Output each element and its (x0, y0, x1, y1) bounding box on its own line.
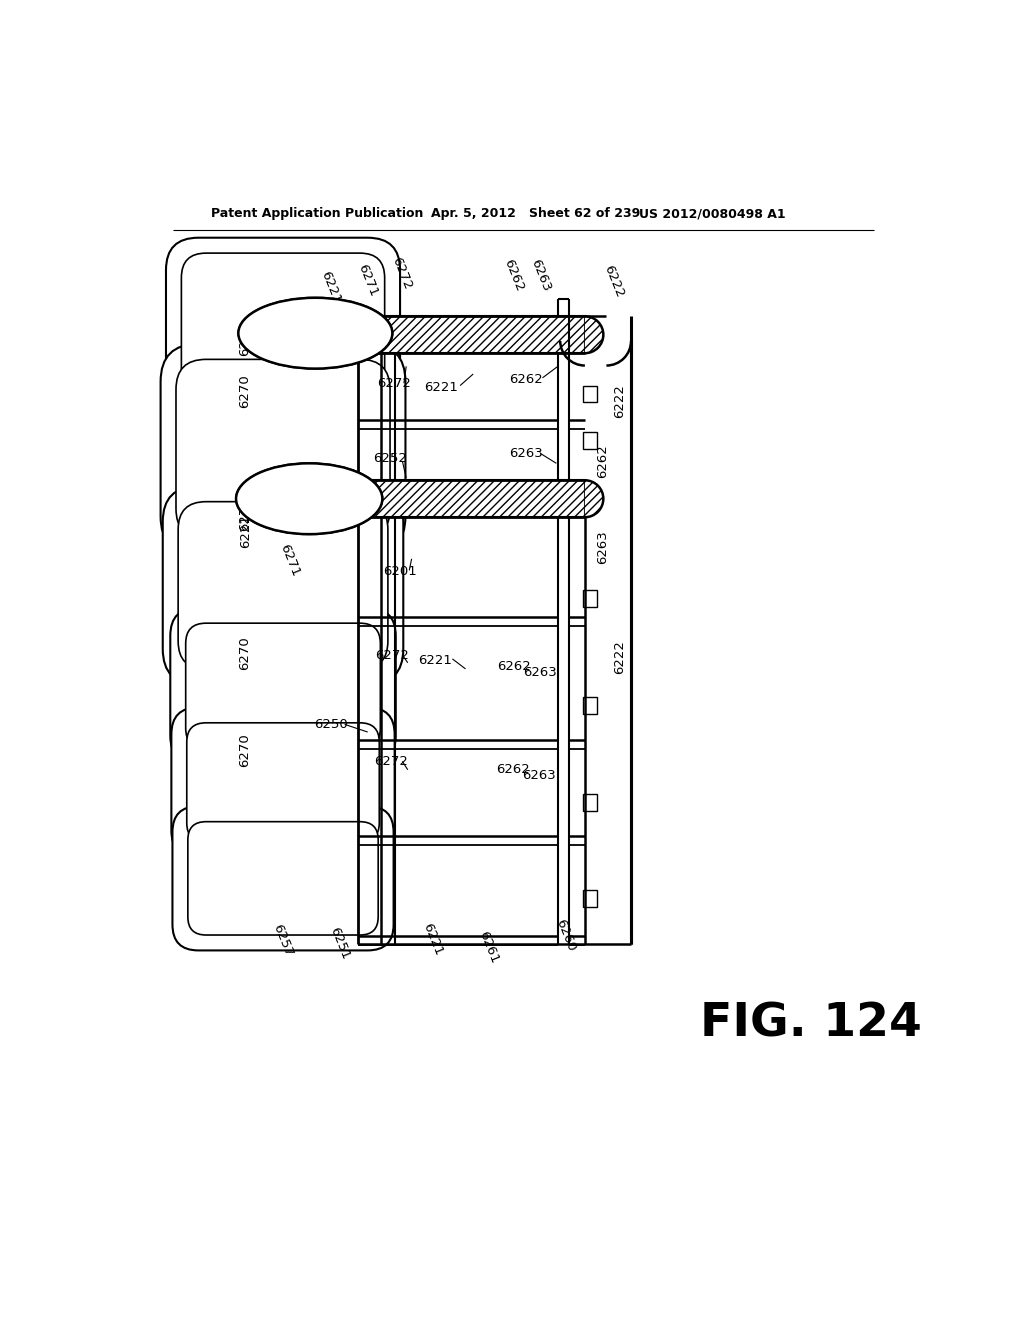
Wedge shape (585, 480, 603, 517)
Text: 6263: 6263 (510, 446, 543, 459)
FancyBboxPatch shape (171, 708, 394, 858)
FancyBboxPatch shape (161, 345, 406, 554)
Bar (584, 890, 597, 907)
Text: 6270: 6270 (238, 374, 251, 408)
Text: 6270: 6270 (238, 322, 251, 356)
Text: 6261: 6261 (476, 929, 501, 965)
Text: 6270: 6270 (238, 498, 251, 531)
Text: 6222: 6222 (613, 640, 626, 675)
Text: 6262: 6262 (509, 372, 543, 385)
Text: 6222: 6222 (613, 384, 626, 418)
Text: 6263: 6263 (523, 667, 557, 680)
Text: 6262: 6262 (502, 257, 526, 293)
Bar (357, 480, 585, 517)
FancyBboxPatch shape (172, 807, 393, 950)
Text: US 2012/0080498 A1: US 2012/0080498 A1 (639, 207, 785, 220)
Text: 6221: 6221 (424, 381, 458, 395)
Text: 6270: 6270 (238, 636, 251, 669)
Bar (357, 317, 585, 354)
Text: 6250: 6250 (314, 718, 347, 731)
Text: 6263: 6263 (528, 257, 553, 293)
Text: Apr. 5, 2012   Sheet 62 of 239: Apr. 5, 2012 Sheet 62 of 239 (431, 207, 640, 220)
Wedge shape (585, 317, 603, 354)
FancyBboxPatch shape (187, 821, 378, 935)
Bar (357, 480, 585, 517)
Text: 6272: 6272 (376, 648, 410, 661)
FancyBboxPatch shape (181, 253, 385, 403)
Bar (584, 432, 597, 449)
Text: 6201: 6201 (383, 565, 417, 578)
FancyBboxPatch shape (176, 359, 390, 539)
FancyBboxPatch shape (163, 486, 403, 685)
Text: 6272: 6272 (374, 755, 408, 768)
Text: 6271: 6271 (278, 543, 302, 578)
Text: 6252: 6252 (373, 453, 407, 465)
Text: 6262: 6262 (497, 660, 530, 673)
Text: 6251: 6251 (328, 925, 352, 962)
Bar (584, 793, 597, 810)
Text: 6262: 6262 (497, 763, 530, 776)
FancyBboxPatch shape (186, 723, 379, 842)
Ellipse shape (239, 298, 392, 368)
Text: 6263: 6263 (522, 768, 556, 781)
Text: 6221: 6221 (318, 269, 343, 305)
FancyBboxPatch shape (185, 623, 380, 748)
Text: 6260: 6260 (553, 917, 578, 953)
FancyBboxPatch shape (170, 607, 395, 764)
Text: 6263: 6263 (596, 531, 609, 564)
Text: 6222: 6222 (602, 264, 627, 300)
Text: 6221: 6221 (421, 921, 445, 957)
Text: 6257: 6257 (270, 921, 295, 958)
Text: 6272: 6272 (377, 376, 411, 389)
Text: 6270: 6270 (238, 733, 251, 767)
Bar (357, 317, 585, 354)
Text: Patent Application Publication: Patent Application Publication (211, 207, 424, 220)
FancyBboxPatch shape (166, 238, 400, 418)
Text: 6271: 6271 (355, 261, 380, 298)
FancyBboxPatch shape (178, 502, 388, 669)
Ellipse shape (237, 463, 382, 535)
Text: 6262: 6262 (596, 444, 609, 478)
Bar (584, 590, 597, 607)
Text: 6221: 6221 (240, 515, 253, 548)
Text: 6272: 6272 (389, 255, 414, 292)
Bar (584, 385, 597, 403)
Text: FIG. 124: FIG. 124 (700, 1002, 923, 1047)
Bar (584, 697, 597, 714)
Text: 6221: 6221 (418, 653, 452, 667)
